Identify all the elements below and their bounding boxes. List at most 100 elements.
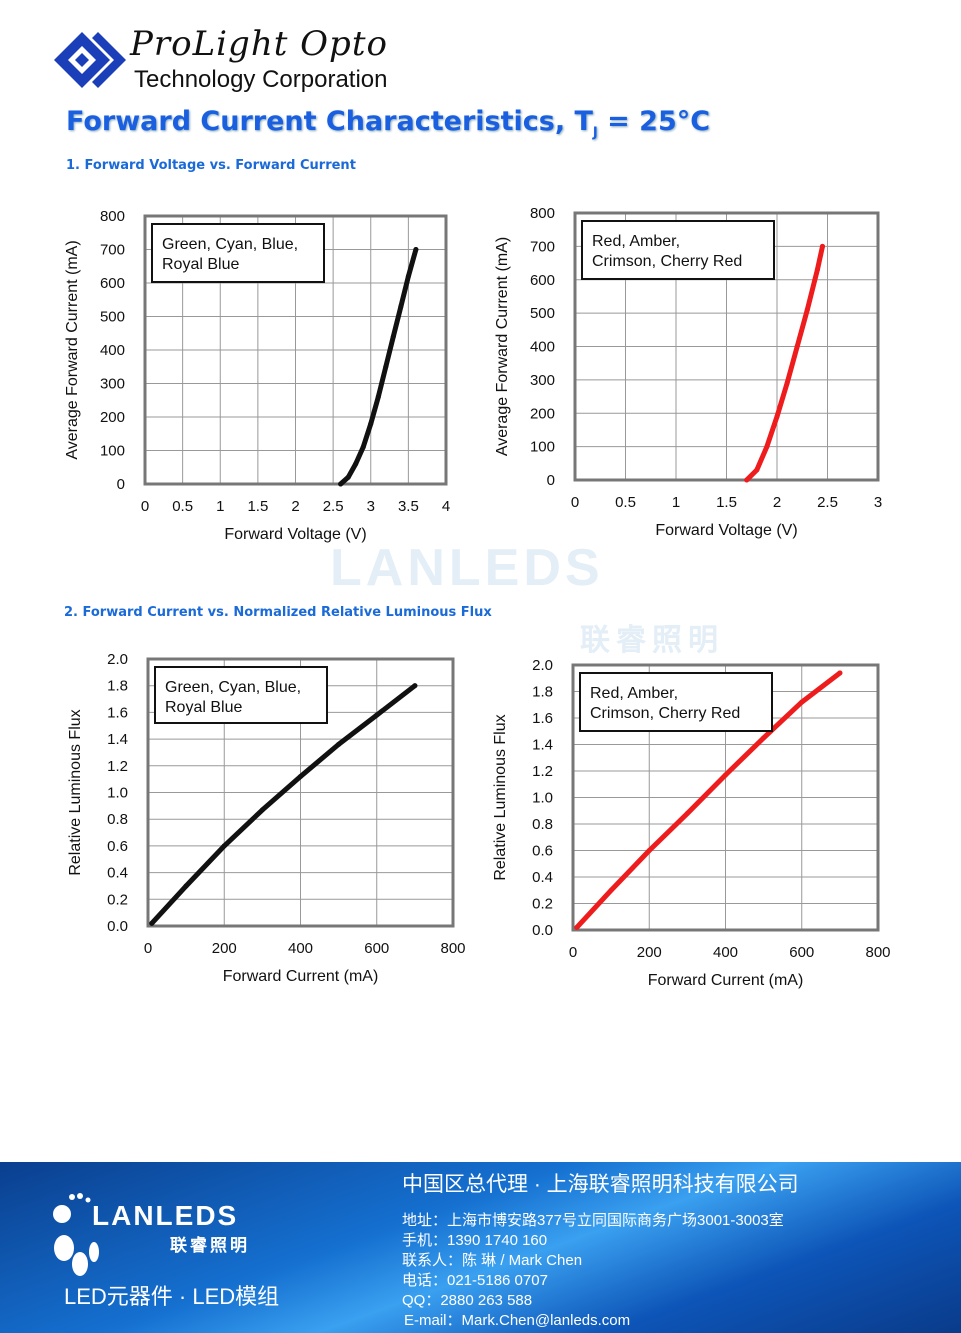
x-tick-label: 800 (440, 940, 465, 957)
series-line (744, 243, 825, 483)
footer-tagline: LED元器件 · LED模组 (64, 1284, 280, 1309)
data-point (799, 699, 805, 705)
data-point (374, 712, 380, 718)
x-tick-label: 800 (865, 944, 890, 961)
plot-frame (571, 663, 880, 932)
y-tick-label: 400 (100, 342, 125, 359)
y-tick-label: 1.4 (532, 737, 553, 754)
y-tick-label: 1.8 (107, 678, 128, 695)
data-point (774, 414, 780, 420)
brand-subtitle: Technology Corporation (134, 66, 388, 93)
x-tick-label: 200 (212, 940, 237, 957)
brand-name: ProLight Opto (130, 24, 388, 64)
y-tick-label: 2.0 (107, 651, 128, 668)
y-tick-label: 2.0 (532, 657, 553, 674)
y-tick-label: 0.4 (107, 865, 128, 882)
x-axis-label: Forward Voltage (V) (224, 526, 366, 543)
y-tick-label: 200 (100, 409, 125, 426)
legend-box (154, 666, 328, 724)
footer-logo: LANLEDS (92, 1200, 239, 1231)
legend-text: Red, Amber, (590, 685, 678, 702)
data-point (183, 883, 189, 889)
data-point (360, 444, 366, 450)
series-line (574, 670, 843, 930)
x-tick-label: 0 (144, 940, 152, 957)
data-point (353, 461, 359, 467)
legend-box (151, 223, 325, 283)
data-point (814, 267, 820, 273)
y-tick-label: 0 (117, 476, 125, 493)
y-tick-label: 1.2 (107, 758, 128, 775)
x-tick-label: 4 (442, 498, 450, 515)
x-tick-label: 600 (789, 944, 814, 961)
data-point (723, 772, 728, 778)
footer-logo-cn: 联睿照明 (170, 1236, 250, 1255)
data-point (298, 773, 303, 779)
data-point (336, 741, 342, 747)
y-tick-label: 0.0 (107, 918, 128, 935)
footer-heading: 中国区总代理 · 上海联睿照明科技有限公司 (402, 1173, 799, 1196)
y-axis-label: Average Forward Current (mA) (494, 237, 511, 456)
footer-address: 地址：上海市博安路377号立同国际商务广场3001-3003室 (402, 1212, 784, 1229)
y-tick-label: 1.0 (107, 785, 128, 802)
x-tick-label: 2.5 (323, 498, 344, 515)
x-tick-label: 0 (141, 498, 149, 515)
data-point (405, 273, 411, 279)
x-tick-label: 0.5 (172, 498, 193, 515)
y-tick-label: 1.0 (532, 790, 553, 807)
data-point (259, 807, 265, 813)
y-tick-label: 600 (530, 272, 555, 289)
footer-banner: LANLEDS 联睿照明 LED元器件 · LED模组 中国区总代理 · 上海联… (0, 1162, 961, 1333)
legend-text: Green, Cyan, Blue, (162, 236, 298, 253)
footer-qq: QQ：2880 263 588 (402, 1292, 533, 1309)
y-tick-label: 200 (530, 405, 555, 422)
y-tick-label: 1.6 (107, 704, 128, 721)
data-point (375, 394, 381, 400)
data-point (764, 444, 770, 450)
charts: 0 0.5 1 1.5 2 2.5 3 3.5 401002003004005006007008… (64, 205, 891, 989)
y-tick-label: 800 (100, 208, 125, 225)
y-tick-label: 1.8 (532, 684, 553, 701)
x-tick-label: 2 (291, 498, 299, 515)
data-point (794, 344, 800, 349)
x-tick-label: 600 (364, 940, 389, 957)
data-point (221, 843, 227, 849)
x-tick-label: 3.5 (398, 498, 419, 515)
data-point (819, 243, 825, 249)
legend-text: Crimson, Cherry Red (592, 253, 742, 270)
prolight-logo-icon (54, 32, 126, 88)
y-tick-label: 1.6 (532, 710, 553, 727)
y-tick-label: 1.2 (532, 763, 553, 780)
x-tick-label: 200 (637, 944, 662, 961)
y-tick-label: 1.4 (107, 731, 128, 748)
y-axis-label: Relative Luminous Flux (67, 709, 84, 875)
y-tick-label: 600 (100, 275, 125, 292)
x-tick-label: 1 (672, 494, 680, 511)
legend-text: Green, Cyan, Blue, (165, 679, 301, 696)
watermark: LANLEDS (330, 539, 604, 597)
x-axis-label: Forward Current (mA) (648, 972, 804, 989)
legend-box (581, 220, 775, 280)
footer-contact: 联系人：陈 琳 / Mark Chen (402, 1252, 583, 1269)
legend-text: Crimson, Cherry Red (590, 705, 740, 722)
data-point (390, 334, 396, 340)
data-point (754, 467, 760, 473)
data-point (608, 887, 614, 893)
data-point (804, 307, 810, 313)
y-tick-label: 300 (100, 376, 125, 393)
y-tick-label: 0.2 (107, 891, 128, 908)
footer-phone: 电话：021-5186 0707 (402, 1272, 548, 1289)
x-tick-label: 1.5 (247, 498, 268, 515)
y-tick-label: 400 (530, 339, 555, 356)
footer-email[interactable]: E-mail：Mark.Chen@lanleds.com (404, 1312, 631, 1329)
y-tick-label: 300 (530, 372, 555, 389)
y-tick-label: 0.2 (532, 896, 553, 913)
data-point (837, 670, 843, 676)
legend-text: Royal Blue (162, 256, 239, 273)
y-tick-label: 700 (530, 238, 555, 255)
y-tick-label: 100 (530, 439, 555, 456)
footer-mobile: 手机：1390 1740 160 (402, 1232, 548, 1249)
section-2-heading: 2. Forward Current vs. Normalized Relati… (64, 605, 492, 620)
data-point (383, 364, 389, 370)
